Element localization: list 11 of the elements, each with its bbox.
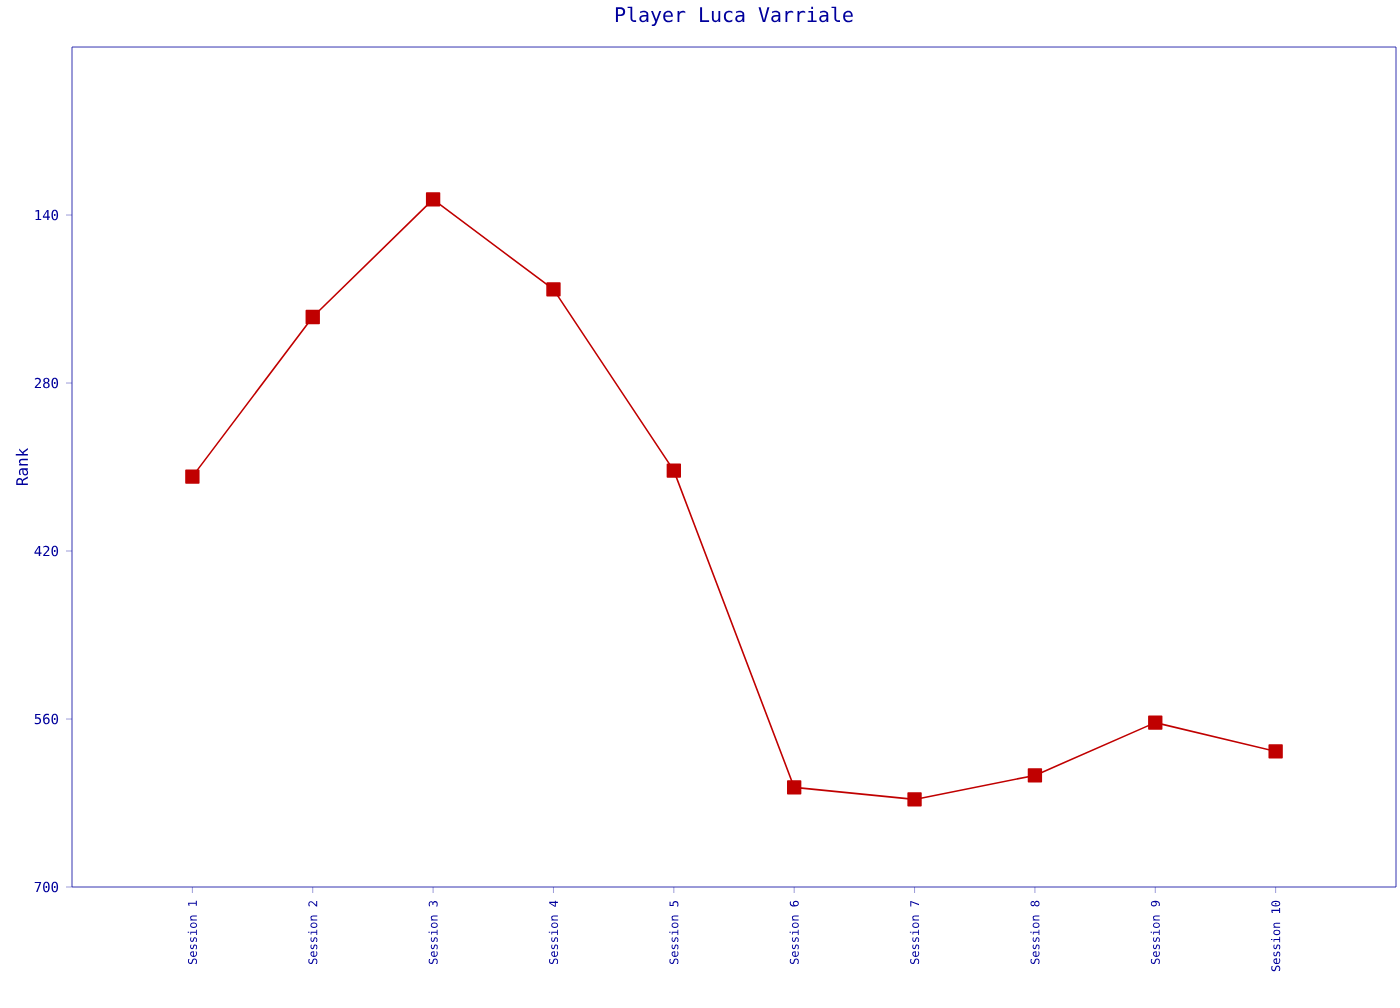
point: [907, 792, 922, 808]
point: [305, 310, 320, 325]
point: [1148, 715, 1163, 731]
point: [1268, 744, 1283, 760]
point: [1027, 768, 1043, 784]
chart-title: Player Luca Varriale: [615, 7, 853, 27]
point: [425, 192, 441, 208]
point: [185, 469, 200, 485]
point: [787, 780, 802, 796]
point: [666, 463, 681, 479]
point: [546, 282, 561, 298]
